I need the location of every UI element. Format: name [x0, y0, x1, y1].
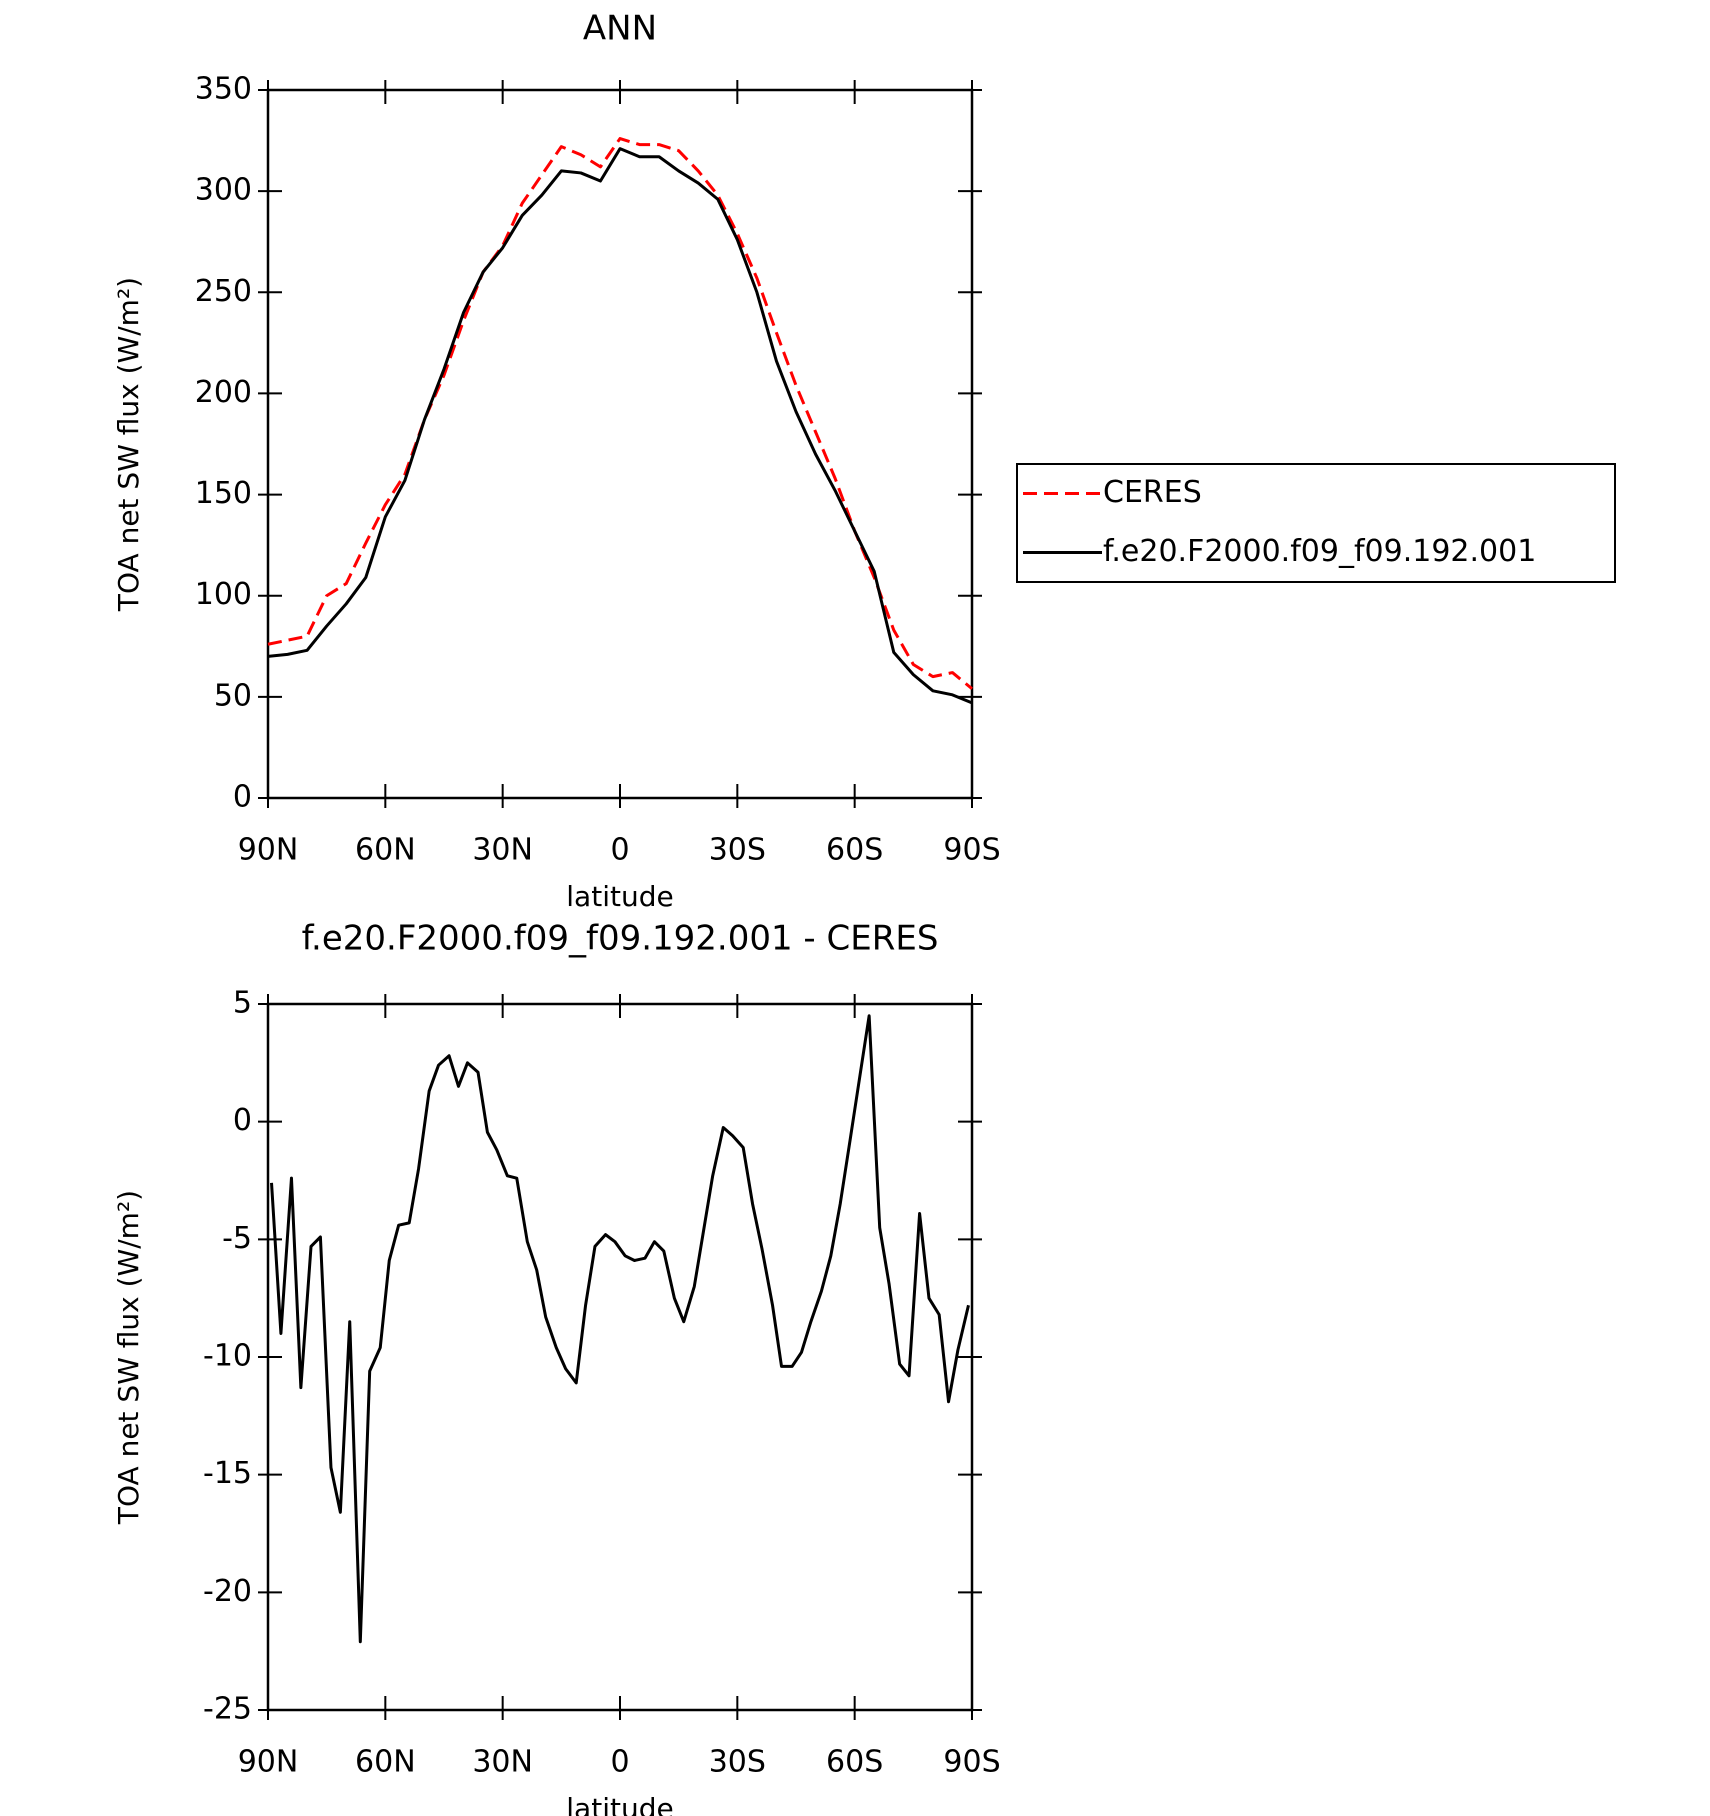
y-tick-label: 350 [195, 72, 252, 107]
legend-label: CERES [1103, 475, 1202, 510]
x-tick-label: 60N [355, 833, 416, 868]
legend-label: f.e20.F2000.f09_f09.192.001 [1103, 534, 1536, 569]
y-tick-label: -25 [203, 1692, 252, 1727]
y-tick-label: 100 [195, 577, 252, 612]
y-tick-label: 0 [233, 1103, 252, 1138]
x-tick-label: 60N [355, 1745, 416, 1780]
y-tick-label: 5 [233, 986, 252, 1021]
x-tick-label: 30N [472, 1745, 533, 1780]
chart-title: ANN [583, 9, 657, 49]
x-tick-label: 90N [238, 1745, 299, 1780]
plot-frame [266, 1002, 974, 1712]
y-tick-label: 250 [195, 274, 252, 309]
y-tick-label: 300 [195, 173, 252, 208]
data-line [267, 147, 973, 705]
x-tick-label: 30S [709, 1745, 766, 1780]
y-tick-label: 50 [214, 678, 252, 713]
y-tick-label: -15 [203, 1456, 252, 1491]
y-tick-label: 0 [233, 780, 252, 815]
x-tick-label: 30S [709, 833, 766, 868]
x-tick-label: 30N [472, 833, 533, 868]
x-tick-label: 60S [826, 1745, 883, 1780]
y-tick-label: -5 [222, 1221, 252, 1256]
x-axis-label: latitude [566, 1792, 673, 1816]
x-tick-label: 90S [943, 833, 1000, 868]
y-tick-label: -20 [203, 1574, 252, 1609]
y-axis-label: TOA net SW flux (W/m²) [112, 1190, 145, 1525]
chart-title: f.e20.F2000.f09_f09.192.001 - CERES [302, 919, 939, 959]
x-tick-label: 60S [826, 833, 883, 868]
plot-frame [266, 88, 974, 800]
x-tick-label: 90S [943, 1745, 1000, 1780]
data-line [267, 137, 973, 690]
y-axis-label: TOA net SW flux (W/m²) [112, 277, 145, 612]
x-tick-label: 0 [610, 1745, 629, 1780]
x-tick-label: 90N [238, 833, 299, 868]
y-tick-label: -10 [203, 1339, 252, 1374]
x-tick-label: 0 [610, 833, 629, 868]
x-axis-label: latitude [566, 880, 673, 913]
data-line [270, 1014, 970, 1644]
y-tick-label: 200 [195, 375, 252, 410]
y-tick-label: 150 [195, 476, 252, 511]
legend-box [1016, 463, 1616, 583]
